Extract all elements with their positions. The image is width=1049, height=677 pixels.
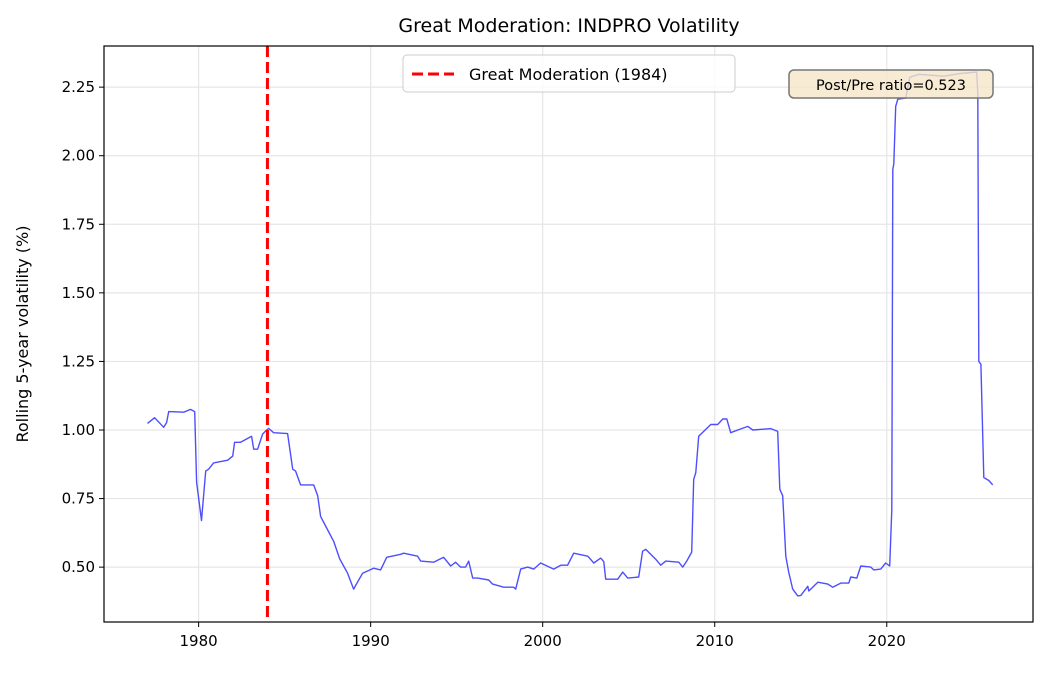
- axis-ticks: 1980 1990 2000 2010 2020 0.50 0.75 1.00 1.25 1.50…: [62, 78, 906, 650]
- x-tick-label: 1980: [180, 632, 218, 650]
- chart-title: Great Moderation: INDPRO Volatility: [398, 15, 739, 37]
- y-tick-label: 1.25: [62, 352, 95, 370]
- annotation-text: Post/Pre ratio=0.523: [816, 78, 966, 94]
- annotation: Post/Pre ratio=0.523: [788, 69, 994, 99]
- x-tick-label: 1990: [352, 632, 390, 650]
- volatility-series-line: [147, 71, 994, 597]
- annotation-box: [788, 69, 994, 99]
- legend-label: Great Moderation (1984): [469, 65, 668, 84]
- y-tick-label: 2.00: [62, 147, 95, 165]
- legend-box: [402, 54, 736, 93]
- axes-frame: [103, 45, 1034, 623]
- y-tick-label: 0.75: [62, 490, 95, 508]
- y-tick-label: 1.75: [62, 215, 95, 233]
- y-tick-label: 0.50: [62, 558, 95, 576]
- legend: Great Moderation (1984): [402, 54, 736, 93]
- x-tick-label: 2020: [868, 632, 906, 650]
- plot-area: [147, 46, 994, 622]
- y-axis-label: Rolling 5-year volatility (%): [13, 226, 32, 443]
- y-tick-label: 1.50: [62, 284, 95, 302]
- y-tick-label: 2.25: [62, 78, 95, 96]
- x-tick-label: 2010: [696, 632, 734, 650]
- y-tick-label: 1.00: [62, 421, 95, 439]
- x-tick-label: 2000: [524, 632, 562, 650]
- grid: [104, 46, 1033, 622]
